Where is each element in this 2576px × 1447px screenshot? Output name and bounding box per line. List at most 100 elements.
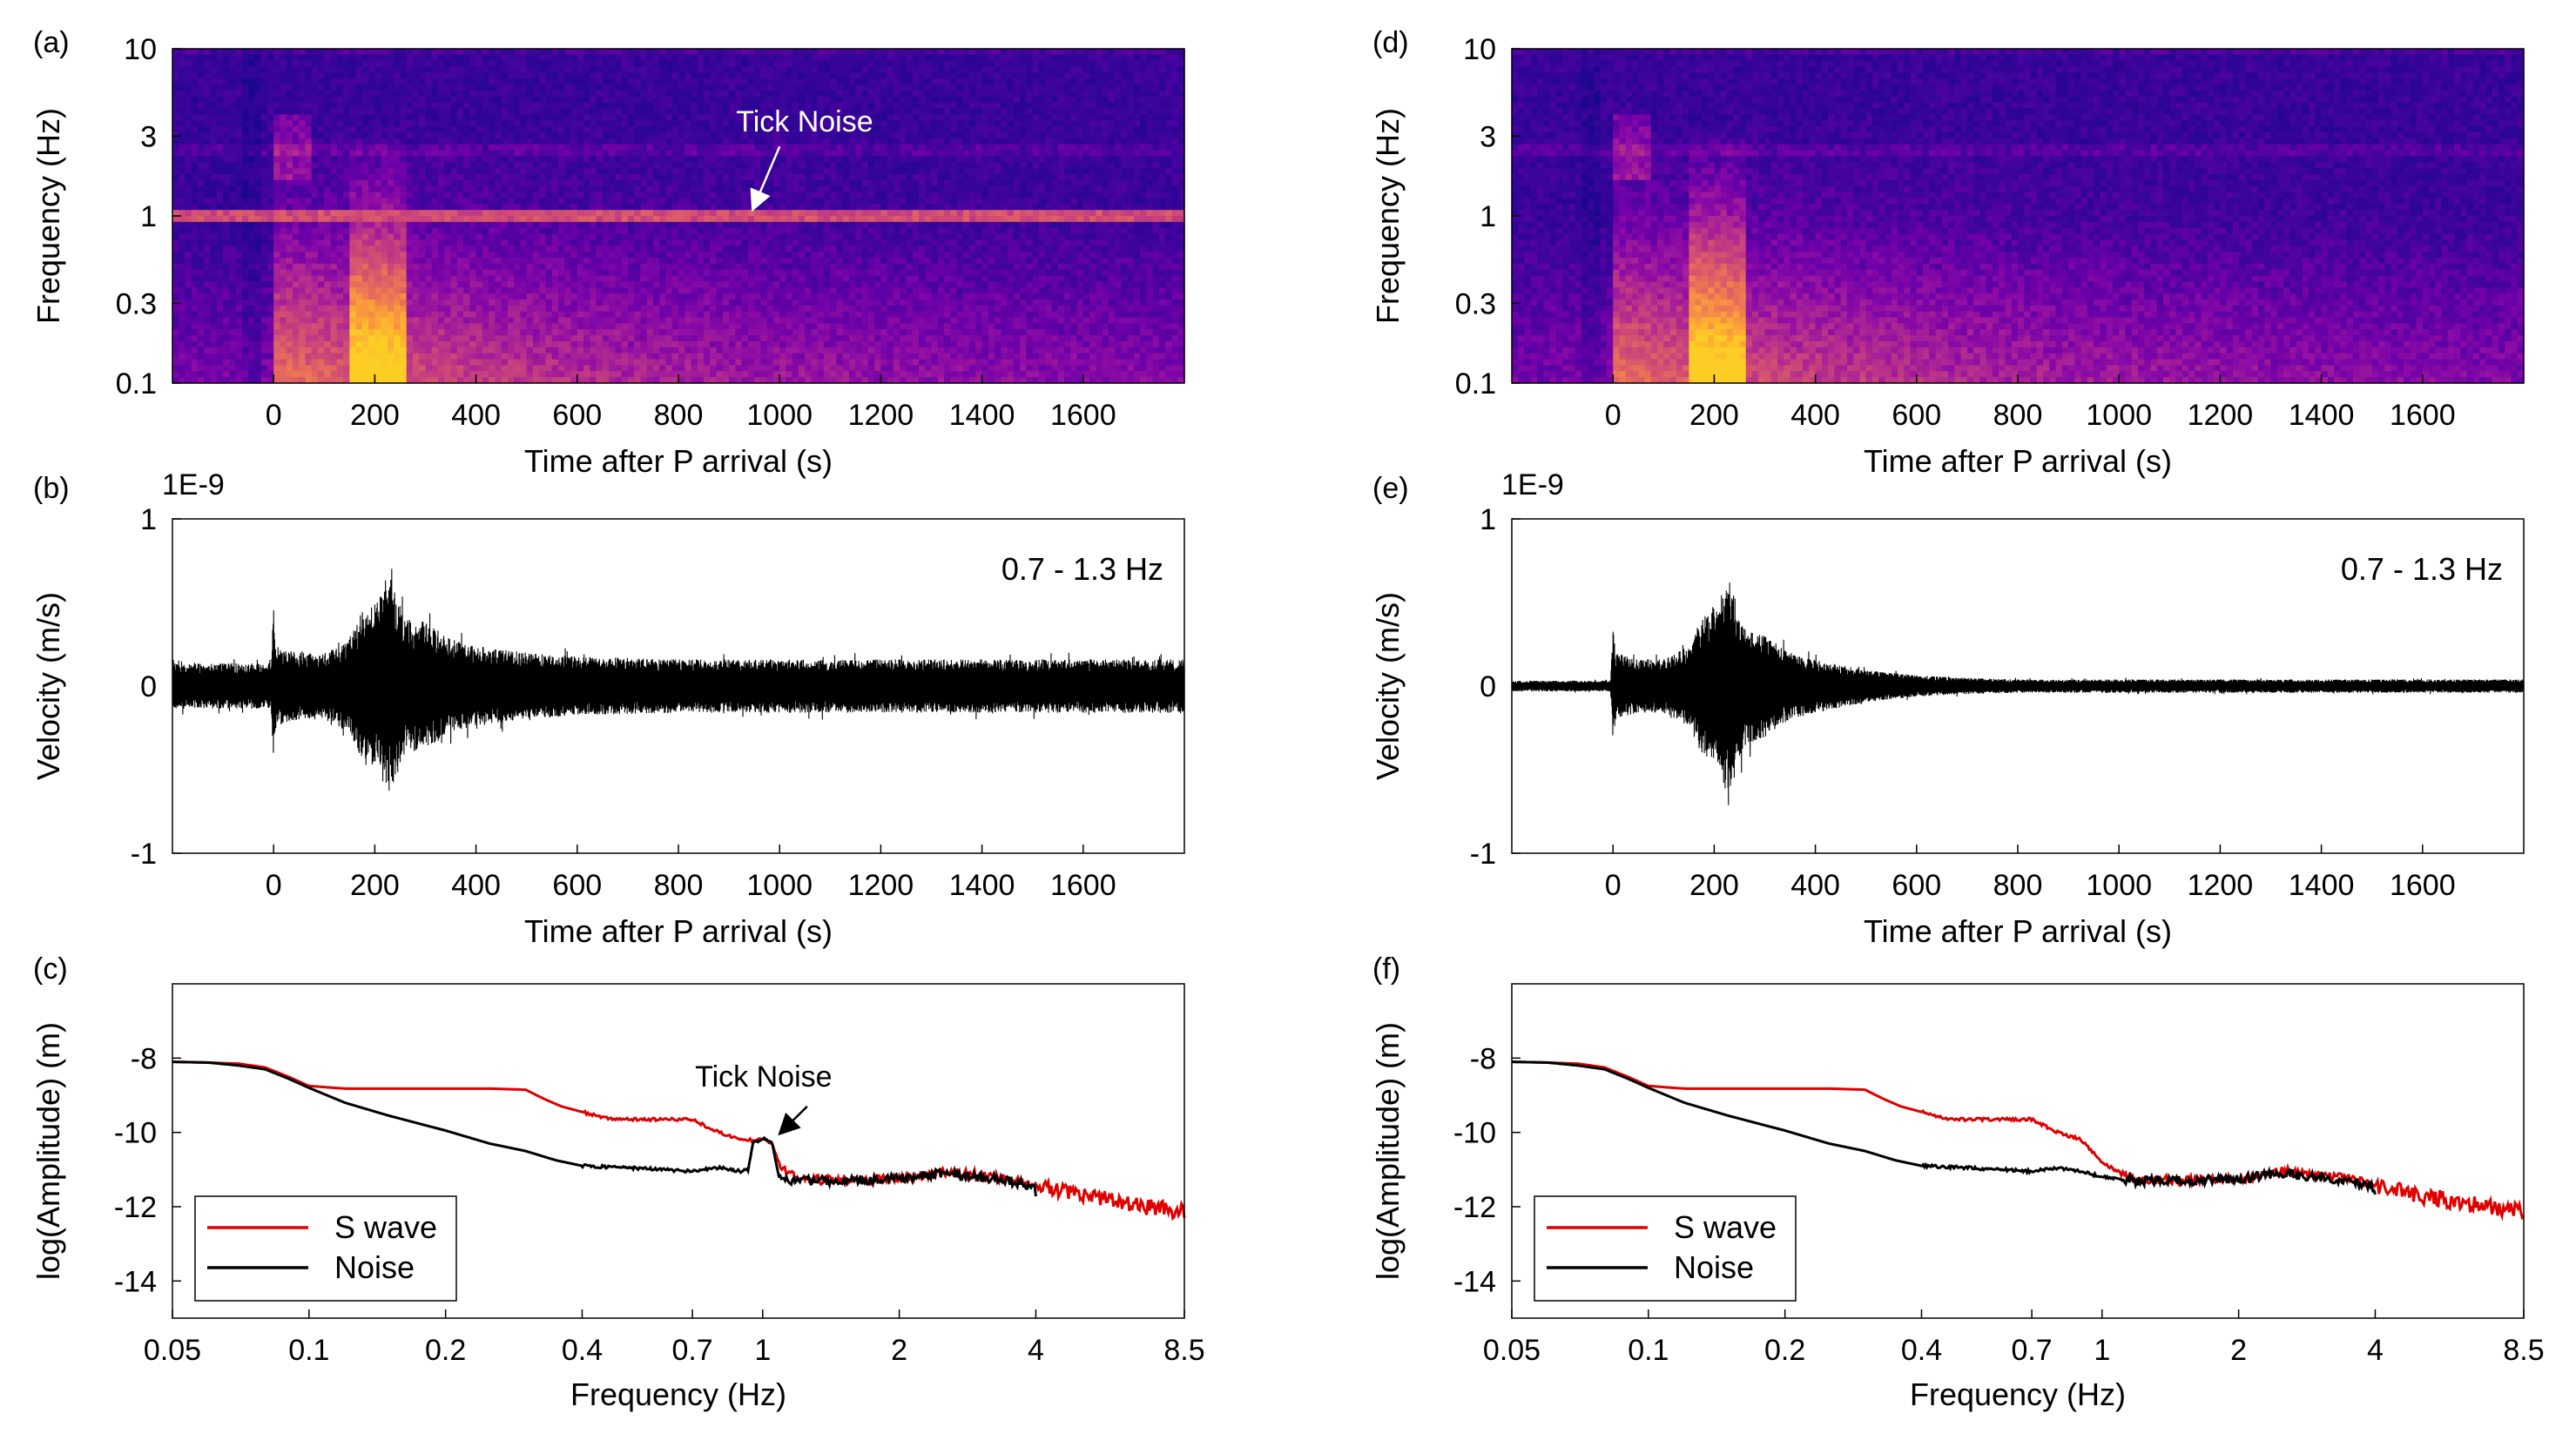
spectrogram-cell: [558, 317, 565, 325]
spectrogram-cell: [691, 263, 698, 271]
spectrogram-cell: [260, 185, 268, 193]
spectrogram-cell: [444, 353, 452, 360]
spectrogram-cell: [722, 168, 730, 175]
spectrogram-cell: [273, 239, 281, 246]
spectrogram-cell: [716, 192, 724, 199]
spectrogram-cell: [191, 185, 199, 193]
spectrogram-cell: [507, 239, 515, 246]
spectrogram-cell: [419, 365, 427, 372]
spectrogram-cell: [558, 156, 565, 163]
spectrogram-cell: [229, 54, 237, 62]
spectrogram-cell: [691, 84, 698, 91]
spectrogram-cell: [640, 66, 648, 74]
spectrogram-cell: [431, 72, 439, 79]
spectrogram-cell: [697, 347, 705, 354]
spectrogram-cell: [570, 216, 578, 223]
spectrogram-cell: [185, 138, 192, 145]
spectrogram-cell: [514, 126, 522, 133]
spectrogram-cell: [223, 144, 230, 151]
spectrogram-cell: [526, 258, 534, 265]
spectrogram-cell: [729, 221, 736, 229]
spectrogram-cell: [646, 150, 654, 158]
spectrogram-cell: [514, 275, 522, 283]
spectrogram-cell: [495, 371, 502, 378]
spectrogram-cell: [280, 246, 287, 252]
spectrogram-cell: [229, 252, 237, 259]
spectrogram-cell: [330, 353, 338, 360]
spectrogram-cell: [634, 126, 642, 133]
spectrogram-cell: [678, 126, 685, 133]
spectrogram-cell: [577, 144, 584, 151]
spectrogram-cell: [609, 252, 616, 259]
spectrogram-cell: [532, 132, 540, 139]
spectrogram-cell: [469, 198, 477, 205]
spectrogram-cell: [475, 150, 483, 158]
spectrogram-cell: [463, 49, 470, 56]
spectrogram-cell: [387, 54, 394, 62]
spectrogram-cell: [361, 216, 369, 223]
spectrogram-cell: [520, 293, 528, 300]
spectrogram-cell: [652, 329, 660, 336]
spectrogram-cell: [336, 323, 344, 330]
spectrogram-cell: [514, 329, 522, 336]
spectrogram-cell: [229, 335, 237, 342]
spectrogram-cell: [482, 126, 489, 133]
spectrogram-cell: [602, 144, 610, 151]
spectrogram-cell: [583, 329, 590, 336]
spectrogram-cell: [716, 91, 724, 98]
spectrogram-cell: [387, 233, 394, 241]
spectrogram-cell: [343, 258, 350, 265]
spectrogram-cell: [419, 102, 427, 110]
spectrogram-cell: [671, 263, 679, 271]
spectrogram-cell: [501, 281, 509, 288]
spectrogram-cell: [577, 174, 584, 181]
spectrogram-cell: [355, 84, 363, 91]
spectrogram-cell: [266, 179, 274, 187]
spectrogram-cell: [444, 341, 452, 348]
spectrogram-cell: [634, 305, 642, 313]
spectrogram-cell: [394, 371, 401, 378]
spectrogram-cell: [216, 78, 224, 85]
spectrogram-cell: [602, 329, 610, 336]
spectrogram-cell: [425, 305, 433, 313]
spectrogram-cell: [280, 299, 287, 306]
spectrogram-cell: [229, 216, 237, 223]
spectrogram-cell: [583, 341, 590, 348]
spectrogram-cell: [343, 377, 350, 384]
spectrogram-cell: [583, 126, 590, 133]
spectrogram-cell: [495, 233, 502, 241]
spectrogram-cell: [710, 168, 718, 175]
spectrogram-cell: [273, 91, 281, 98]
spectrogram-cell: [349, 54, 357, 62]
spectrogram-cell: [254, 210, 262, 217]
spectrogram-cell: [191, 371, 199, 378]
spectrogram-cell: [425, 246, 433, 252]
spectrogram-cell: [355, 341, 363, 348]
spectrogram-cell: [450, 347, 458, 354]
spectrogram-cell: [659, 246, 667, 252]
spectrogram-cell: [425, 323, 433, 330]
spectrogram-cell: [684, 323, 692, 330]
spectrogram-cell: [311, 221, 319, 229]
spectrogram-cell: [716, 156, 724, 163]
spectrogram-cell: [241, 96, 249, 104]
spectrogram-cell: [419, 353, 427, 360]
spectrogram-cell: [185, 287, 192, 294]
spectrogram-cell: [374, 84, 382, 91]
spectrogram-cell: [716, 185, 724, 193]
spectrogram-cell: [406, 49, 414, 56]
spectrogram-cell: [172, 269, 179, 277]
spectrogram-cell: [520, 198, 528, 205]
spectrogram-cell: [260, 299, 268, 306]
spectrogram-cell: [260, 227, 268, 235]
spectrogram-cell: [368, 144, 375, 151]
spectrogram-cell: [671, 252, 679, 259]
spectrogram-cell: [590, 78, 597, 85]
spectrogram-cell: [185, 299, 192, 306]
spectrogram-cell: [640, 335, 648, 342]
spectrogram-cell: [634, 269, 642, 277]
spectrogram-cell: [710, 96, 718, 104]
spectrogram-cell: [355, 317, 363, 325]
spectrogram-cell: [520, 174, 528, 181]
spectrogram-cell: [191, 96, 199, 104]
